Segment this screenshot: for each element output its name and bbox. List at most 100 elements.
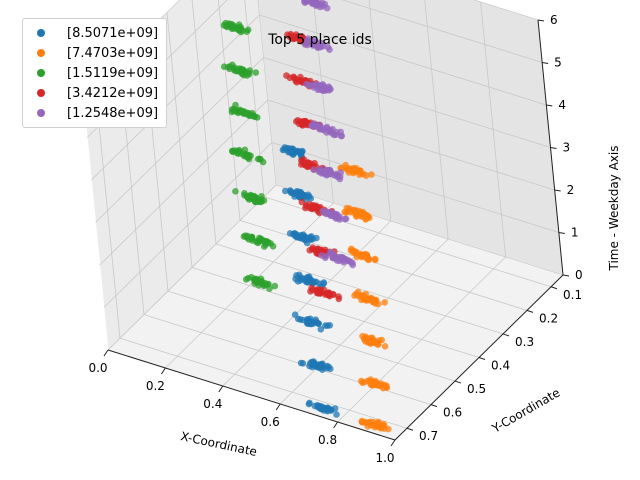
- x-axis-label: X-Coordinate: [179, 429, 258, 459]
- scatter-point: [303, 0, 310, 5]
- scatter-point: [326, 208, 333, 216]
- legend: [8.5071e+09] [7.4703e+09] [1.5119e+09] [3.4…: [22, 18, 168, 128]
- z-grid-back: [341, 0, 543, 63]
- x-tick-mark: [275, 403, 281, 411]
- scatter-point: [380, 422, 388, 430]
- scatter-point: [267, 240, 274, 247]
- y-tick-label: 0.2: [539, 311, 558, 325]
- scatter-point: [271, 282, 279, 290]
- legend-entry: [7.4703e+09]: [31, 43, 158, 63]
- scatter-point: [333, 411, 340, 418]
- scatter-point: [311, 81, 319, 88]
- scatter-point: [372, 300, 379, 307]
- z-grid-left: [107, 184, 277, 351]
- scatter-point: [232, 188, 239, 195]
- scatter-point: [310, 39, 318, 46]
- scatter-point: [301, 117, 308, 125]
- z-tick-label: 5: [554, 56, 562, 70]
- scatter-point: [300, 275, 308, 282]
- legend-marker: [37, 29, 45, 37]
- data-points: [220, 0, 392, 433]
- scatter-point: [316, 168, 323, 175]
- scatter-point: [341, 215, 349, 223]
- y-tick-label: 0.5: [467, 382, 486, 396]
- legend-marker: [37, 49, 45, 57]
- scatter-point: [307, 235, 314, 242]
- scatter-point: [281, 146, 288, 153]
- scatter-point: [325, 167, 333, 174]
- z-tick-mark: [550, 147, 557, 149]
- scatter-point: [357, 252, 365, 259]
- z-grid-back: [263, 57, 551, 148]
- scatter-point: [286, 187, 294, 194]
- legend-marker: [37, 109, 45, 117]
- scatter-point: [322, 252, 330, 260]
- scatter-point: [308, 284, 315, 292]
- scatter-point: [342, 165, 350, 172]
- scatter-point: [367, 380, 375, 388]
- z-grid-back: [267, 99, 555, 191]
- scatter-point: [259, 158, 267, 166]
- scatter-point: [318, 84, 326, 91]
- z-axis-label: Time - Weekday Axis: [607, 146, 621, 272]
- legend-marker: [37, 69, 45, 77]
- scatter-point: [286, 230, 294, 237]
- scatter-point: [346, 208, 354, 216]
- scatter-point: [337, 169, 345, 176]
- z-tick-label: 3: [563, 141, 571, 155]
- y-tick-mark: [526, 309, 534, 313]
- scatter-point: [325, 87, 333, 94]
- scatter-point: [236, 106, 244, 114]
- x-axis-line: [107, 349, 396, 441]
- scatter-point: [304, 159, 312, 167]
- z-grid-left: [99, 99, 268, 266]
- z-tick-label: 6: [550, 13, 558, 27]
- scatter-point: [293, 233, 301, 241]
- x-tick-label: 0.8: [318, 433, 337, 447]
- scatter-point: [244, 26, 252, 34]
- scatter-point: [363, 336, 370, 343]
- scatter-point: [228, 20, 235, 28]
- scatter-point: [379, 384, 387, 392]
- x-tick-mark: [160, 367, 166, 375]
- scatter-point: [256, 278, 263, 286]
- grid-lines: [82, 0, 570, 447]
- y-tick-label: 0.4: [491, 359, 510, 373]
- scatter-point: [303, 80, 310, 88]
- scatter-point: [323, 364, 331, 372]
- scatter-point: [235, 26, 242, 34]
- x-tick-mark: [218, 385, 224, 393]
- z-grid-left: [91, 14, 260, 181]
- scatter-point: [226, 63, 234, 70]
- legend-entry: [1.2548e+09]: [31, 103, 158, 123]
- scatter-point: [257, 198, 265, 206]
- x-tick-label: 0.2: [146, 379, 165, 393]
- x-tick-label: 1.0: [375, 451, 394, 465]
- scatter-point: [358, 377, 365, 385]
- y-tick-mark: [406, 427, 414, 431]
- scatter-point: [292, 275, 299, 283]
- scatter-point: [246, 112, 253, 119]
- x-tick-label: 0.4: [203, 397, 222, 411]
- scatter-point: [331, 254, 338, 262]
- x-tick-label: 0.0: [88, 361, 107, 375]
- legend-label: [8.5071e+09]: [67, 25, 159, 41]
- scatter-point: [282, 187, 289, 195]
- z-grid-back: [271, 142, 559, 233]
- z-tick-label: 0: [575, 268, 583, 282]
- scatter-point: [324, 404, 331, 412]
- scatter-point: [261, 237, 269, 245]
- z-tick-mark: [537, 19, 545, 22]
- scatter-point: [320, 126, 327, 134]
- legend-marker: [37, 89, 45, 97]
- legend-label: [7.4703e+09]: [67, 45, 159, 61]
- scatter-point: [283, 72, 290, 79]
- y-axis-label: Y-Coordinate: [489, 385, 563, 436]
- scatter-point: [372, 377, 379, 385]
- scatter-point: [324, 322, 331, 330]
- y-tick-label: 0.7: [419, 429, 438, 443]
- scatter-point: [252, 69, 260, 76]
- scatter-point: [246, 67, 253, 74]
- z-tick-mark: [562, 274, 570, 277]
